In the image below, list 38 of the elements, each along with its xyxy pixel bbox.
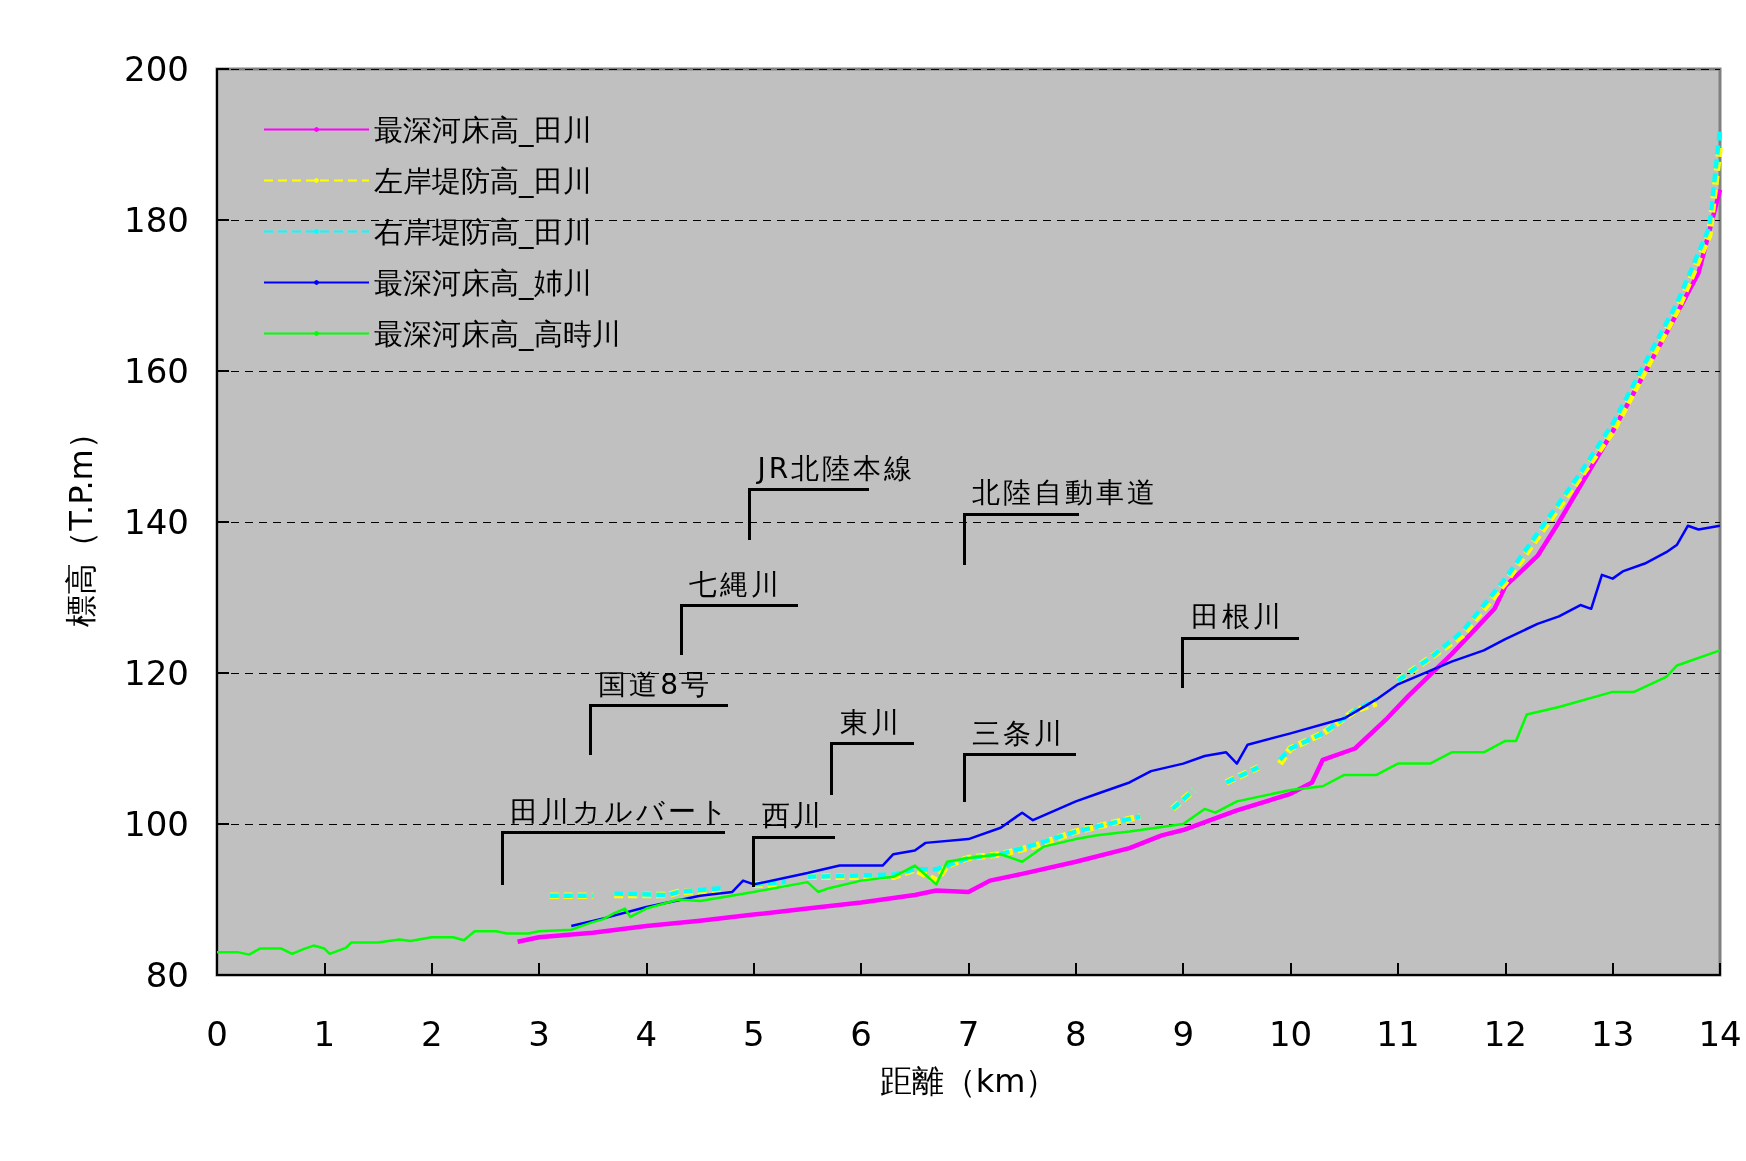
y-tick-label: 100 (124, 804, 189, 844)
x-tick-label: 12 (1483, 1014, 1527, 1054)
annotation: 七縄川 (689, 566, 783, 603)
annotation: 田根川 (1190, 599, 1284, 636)
x-axis-title: 距離（km） (879, 1062, 1058, 1100)
x-tick-label: 6 (850, 1014, 872, 1054)
x-tick-label: 3 (528, 1014, 550, 1054)
legend-label: 左岸堤防高_田川 (374, 163, 592, 198)
line-series (215, 649, 1722, 956)
annotation: 田川カルバート (510, 793, 732, 830)
annotation: JR北陸本線 (757, 450, 916, 487)
x-tick-label: 1 (313, 1014, 336, 1054)
y-axis-title: 標高（T.P.m） (62, 417, 100, 627)
y-tick-label: 180 (124, 200, 189, 240)
y-tick-label: 200 (124, 49, 189, 89)
line-series (570, 524, 1722, 928)
annotation: 三条川 (972, 715, 1066, 752)
x-tick-label: 8 (1065, 1014, 1087, 1054)
legend-label: 最深河床高_田川 (374, 112, 592, 147)
y-tick-label: 160 (124, 351, 189, 391)
x-tick-label: 10 (1268, 1014, 1313, 1054)
x-tick-label: 4 (635, 1014, 658, 1054)
x-tick-label: 11 (1376, 1014, 1420, 1054)
x-tick-label: 13 (1591, 1014, 1635, 1054)
y-tick-label: 80 (145, 955, 189, 995)
y-tick-label: 120 (124, 653, 189, 693)
annotation: 国道8号 (598, 666, 712, 703)
x-tick-label: 9 (1172, 1014, 1195, 1054)
x-tick-label: 7 (957, 1014, 980, 1054)
x-tick-label: 0 (206, 1014, 228, 1054)
x-tick-label: 5 (742, 1014, 765, 1054)
y-tick-label: 140 (124, 502, 189, 542)
x-tick-label: 2 (420, 1014, 443, 1054)
annotation: 北陸自動車道 (972, 475, 1159, 512)
annotation: 東川 (839, 704, 902, 741)
legend-label: 最深河床高_高時川 (374, 316, 621, 351)
x-tick-label: 14 (1698, 1014, 1742, 1054)
legend-label: 最深河床高_姉川 (374, 265, 592, 300)
